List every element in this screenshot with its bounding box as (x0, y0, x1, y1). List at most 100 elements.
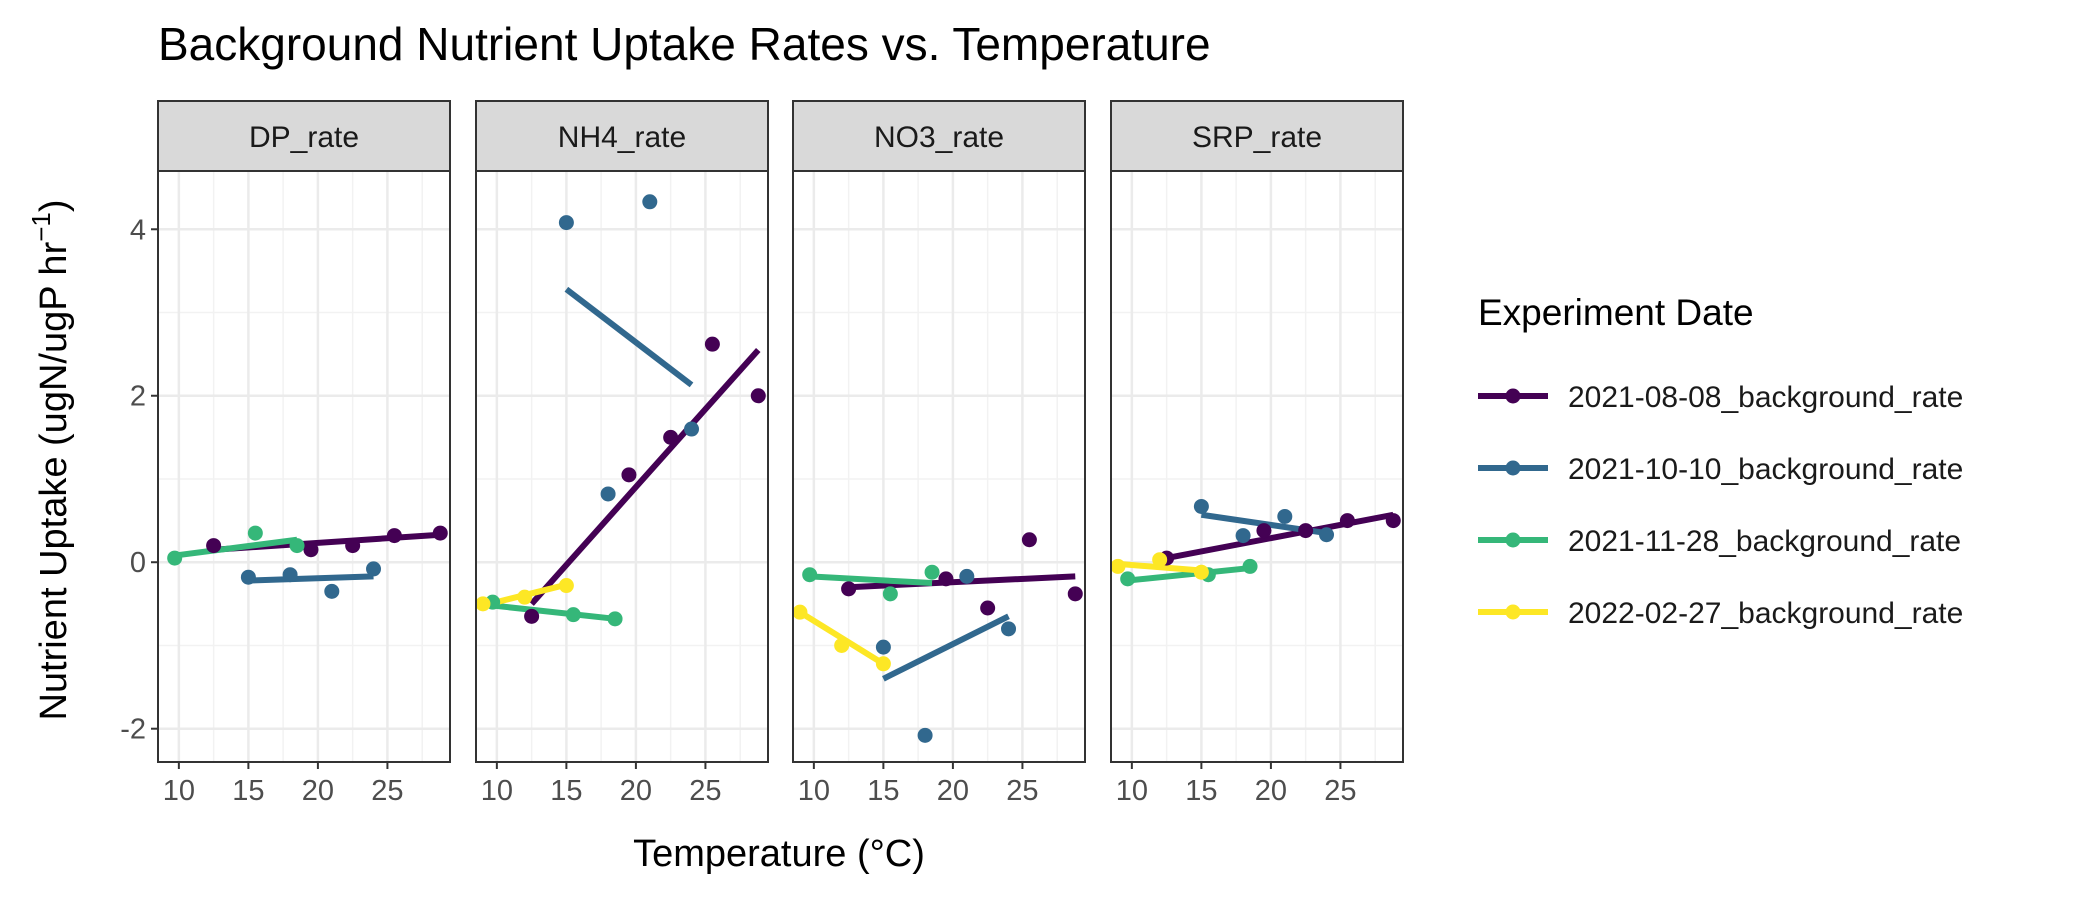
legend: Experiment Date 2021-08-08_background_ra… (1478, 292, 1963, 630)
x-tick-label: 15 (550, 775, 582, 807)
x-tick-label: 15 (867, 775, 899, 807)
strip-label: SRP_rate (1192, 121, 1322, 154)
data-point (959, 568, 975, 584)
data-point (875, 656, 891, 672)
data-point (600, 486, 616, 502)
data-point (565, 607, 581, 623)
panel-border (792, 170, 1086, 763)
data-point (386, 528, 402, 544)
legend-title: Experiment Date (1478, 292, 1754, 333)
x-tick-label: 10 (1116, 775, 1148, 807)
strip-background (1110, 100, 1404, 172)
data-point (980, 600, 996, 616)
x-tick-label: 15 (232, 775, 264, 807)
data-point (324, 583, 340, 599)
facet-panel-NH4_rate: NH4_rate 10 15 20 25 (475, 100, 769, 807)
x-tick-label: 20 (937, 775, 969, 807)
y-tick-label: 2 (130, 381, 146, 413)
legend-key-point (1505, 604, 1521, 620)
data-point (841, 581, 857, 597)
y-axis-title-close: ) (33, 199, 75, 212)
data-point (517, 589, 533, 605)
data-point (1001, 621, 1017, 637)
panel-background (158, 171, 450, 762)
strip-label: DP_rate (249, 121, 359, 154)
data-point (303, 542, 319, 558)
data-point (1193, 564, 1209, 580)
y-tick-label: 0 (130, 547, 146, 579)
x-tick-label: 10 (798, 775, 830, 807)
x-tick-label: 10 (481, 775, 513, 807)
legend-key-point (1505, 532, 1521, 548)
legend-item: 2021-11-28_background_rate (1478, 525, 1961, 558)
x-tick-label: 20 (1255, 775, 1287, 807)
data-point (282, 567, 298, 583)
fit-line (1127, 565, 1251, 584)
data-point (167, 550, 183, 566)
panel-background (1111, 171, 1403, 762)
strip-label: NO3_rate (874, 121, 1004, 154)
x-tick-label: 25 (689, 775, 721, 807)
x-tick-label: 25 (1006, 775, 1038, 807)
data-point (1235, 528, 1251, 544)
legend-label: 2021-10-10_background_rate (1568, 453, 1963, 486)
data-point (704, 336, 720, 352)
x-tick-label: 15 (1185, 775, 1217, 807)
data-point (924, 564, 940, 580)
fit-line (174, 536, 298, 559)
data-point (345, 538, 361, 554)
data-point (802, 567, 818, 583)
x-tick-label: 20 (620, 775, 652, 807)
panel-background (793, 171, 1085, 762)
data-point (1256, 523, 1272, 539)
data-point (875, 639, 891, 655)
data-point (432, 525, 448, 541)
data-point (475, 596, 491, 612)
y-axis-title-superscript: −1 (26, 212, 56, 242)
facet-panel-NO3_rate: NO3_rate 10 15 20 25 (792, 100, 1086, 807)
panel-border (157, 170, 451, 763)
data-point (1385, 513, 1401, 529)
data-point (1021, 532, 1037, 548)
panel-border (475, 170, 769, 763)
x-tick-label: 25 (371, 775, 403, 807)
legend-item: 2022-02-27_background_rate (1478, 597, 1963, 630)
data-point (792, 604, 808, 620)
data-point (1277, 508, 1293, 524)
data-point (834, 637, 850, 653)
y-tick-label: 4 (130, 214, 146, 246)
data-point (1242, 558, 1258, 574)
data-point (240, 569, 256, 585)
data-point (1152, 552, 1168, 568)
panel-background (476, 171, 768, 762)
data-point (1298, 523, 1314, 539)
fit-line (809, 573, 933, 587)
fit-line (1166, 511, 1394, 562)
data-point (366, 561, 382, 577)
data-point (206, 538, 222, 554)
data-point (1067, 586, 1083, 602)
fit-line (492, 602, 616, 622)
legend-key-point (1505, 388, 1521, 404)
fit-line (248, 573, 374, 584)
data-point (621, 467, 637, 483)
y-axis-title: Nutrient Uptake (ugN/ugP hr−1) (26, 199, 75, 720)
chart-title: Background Nutrient Uptake Rates vs. Tem… (158, 18, 1211, 70)
fit-line (564, 286, 694, 388)
data-point (938, 571, 954, 587)
facet-panel-SRP_rate: SRP_rate 10 15 20 25 (1110, 100, 1404, 807)
data-point (1193, 498, 1209, 514)
data-point (663, 429, 679, 445)
legend-label: 2022-02-27_background_rate (1568, 597, 1963, 630)
data-point (750, 388, 766, 404)
y-tick-label: -2 (120, 714, 146, 746)
data-point (524, 608, 540, 624)
legend-key-point (1505, 460, 1521, 476)
fit-line (882, 613, 1010, 682)
data-point (558, 215, 574, 231)
x-axis-title: Temperature (°C) (633, 833, 925, 875)
data-point (1120, 571, 1136, 587)
strip-background (157, 100, 451, 172)
x-tick-label: 10 (163, 775, 195, 807)
